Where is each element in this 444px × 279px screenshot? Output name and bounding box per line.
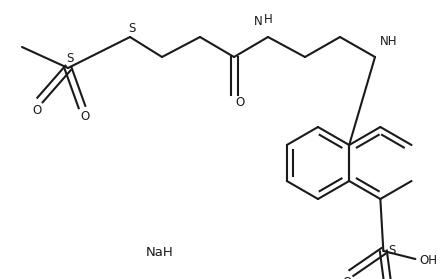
Text: S: S — [388, 244, 396, 258]
Text: NH: NH — [380, 35, 397, 48]
Text: O: O — [235, 97, 245, 109]
Text: S: S — [66, 52, 74, 66]
Text: N: N — [254, 15, 263, 28]
Text: H: H — [264, 13, 272, 26]
Text: S: S — [128, 21, 136, 35]
Text: NaH: NaH — [146, 246, 174, 259]
Text: O: O — [343, 275, 352, 279]
Text: O: O — [32, 104, 42, 117]
Text: O: O — [80, 110, 90, 124]
Text: OH: OH — [419, 254, 437, 268]
